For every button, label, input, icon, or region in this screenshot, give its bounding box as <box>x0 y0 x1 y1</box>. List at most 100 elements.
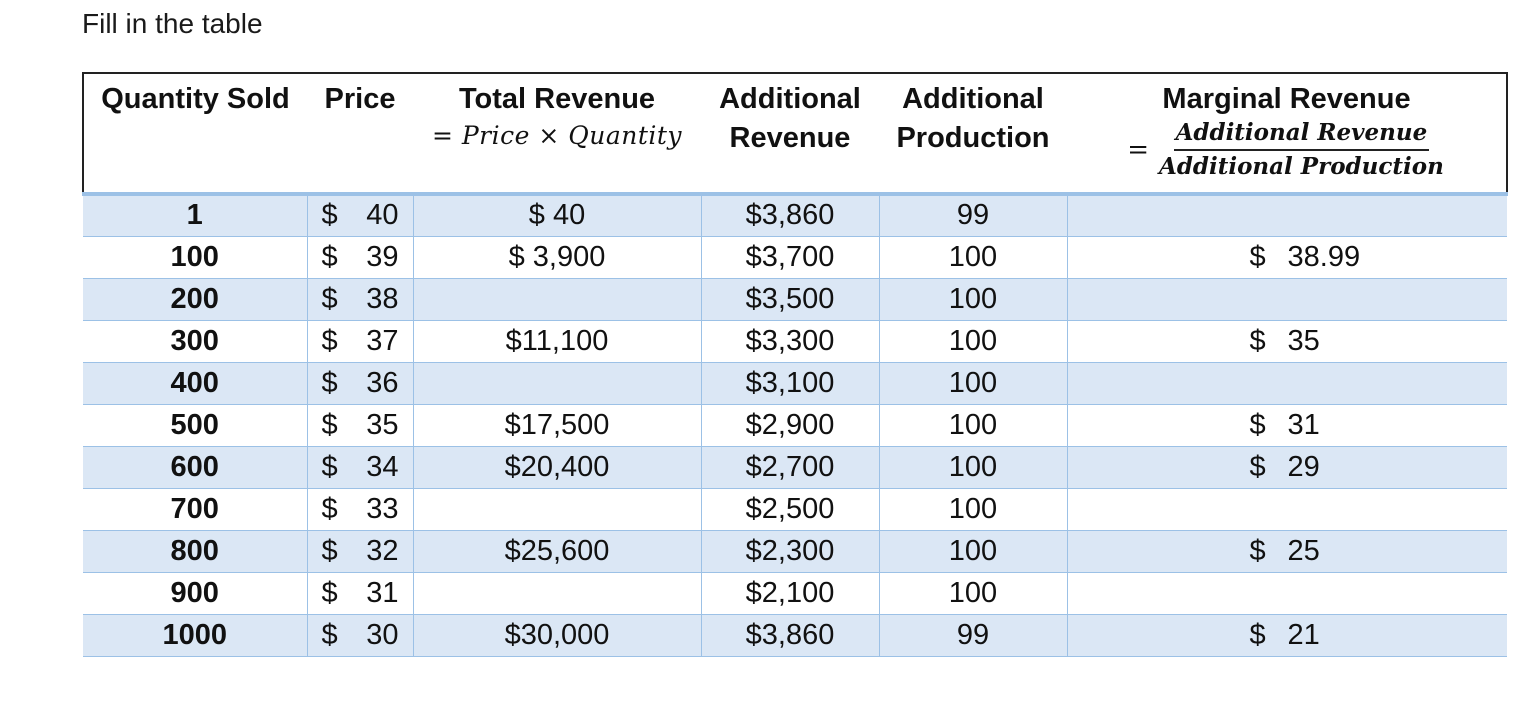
total-revenue-cell[interactable] <box>413 362 702 405</box>
quantity-cell[interactable]: 200 <box>83 278 308 321</box>
price-cell[interactable]: $33 <box>307 488 414 531</box>
table-row: 100 $39 $ 3,900 $3,700 100 $38.99 <box>83 236 1507 279</box>
marginal-revenue-cell[interactable]: $25 <box>1067 530 1507 573</box>
additional-revenue-cell[interactable]: $3,300 <box>701 320 880 363</box>
quantity-cell[interactable]: 700 <box>83 488 308 531</box>
table-row: 1000 $30 $30,000 $3,860 99 $21 <box>83 614 1507 657</box>
header-quantity-sold: Quantity Sold <box>82 72 307 196</box>
header-total-revenue-label: Total Revenue <box>458 83 656 115</box>
additional-production-cell[interactable]: 100 <box>879 488 1068 531</box>
marginal-revenue-formula: = Additional Revenue Additional Producti… <box>1068 117 1505 183</box>
total-revenue-cell[interactable] <box>413 572 702 615</box>
marginal-revenue-cell[interactable] <box>1067 488 1507 531</box>
price-cell[interactable]: $39 <box>307 236 414 279</box>
quantity-cell[interactable]: 100 <box>83 236 308 279</box>
quantity-cell[interactable]: 600 <box>83 446 308 489</box>
price-cell[interactable]: $40 <box>307 194 414 237</box>
total-revenue-cell[interactable]: $ 40 <box>413 194 702 237</box>
marginal-revenue-cell[interactable] <box>1067 278 1507 321</box>
formula-fraction: Additional Revenue Additional Production <box>1157 117 1446 183</box>
header-additional-production-line1: Additional <box>902 83 1044 115</box>
additional-production-cell[interactable]: 100 <box>879 404 1068 447</box>
table-row: 300 $37 $11,100 $3,300 100 $35 <box>83 320 1507 363</box>
marginal-revenue-cell[interactable]: $29 <box>1067 446 1507 489</box>
additional-production-cell[interactable]: 99 <box>879 194 1068 237</box>
additional-revenue-cell[interactable]: $2,500 <box>701 488 880 531</box>
table-row: 600 $34 $20,400 $2,700 100 $29 <box>83 446 1507 489</box>
mr-dollar-sign: $ <box>1249 450 1266 483</box>
additional-production-cell[interactable]: 100 <box>879 572 1068 615</box>
total-revenue-cell[interactable] <box>413 278 702 321</box>
header-additional-revenue: Additional Revenue <box>701 72 879 196</box>
total-revenue-cell[interactable]: $20,400 <box>413 446 702 489</box>
mr-value: 25 <box>1287 534 1320 567</box>
additional-production-cell[interactable]: 100 <box>879 362 1068 405</box>
price-cell[interactable]: $35 <box>307 404 414 447</box>
mr-value: 21 <box>1287 618 1320 651</box>
additional-revenue-cell[interactable]: $3,500 <box>701 278 880 321</box>
quantity-cell[interactable]: 500 <box>83 404 308 447</box>
quantity-cell[interactable]: 1000 <box>83 614 308 657</box>
mr-dollar-sign: $ <box>1249 408 1266 441</box>
price-cell[interactable]: $30 <box>307 614 414 657</box>
additional-revenue-cell[interactable]: $2,300 <box>701 530 880 573</box>
header-quantity-label: Quantity Sold <box>101 83 290 115</box>
mr-dollar-sign: $ <box>1249 324 1266 357</box>
marginal-revenue-cell[interactable]: $31 <box>1067 404 1507 447</box>
price-cell[interactable]: $34 <box>307 446 414 489</box>
additional-production-cell[interactable]: 100 <box>879 446 1068 489</box>
total-revenue-cell[interactable]: $17,500 <box>413 404 702 447</box>
price-dollar-sign: $ <box>321 408 338 441</box>
price-cell[interactable]: $32 <box>307 530 414 573</box>
quantity-cell[interactable]: 800 <box>83 530 308 573</box>
price-cell[interactable]: $31 <box>307 572 414 615</box>
header-marginal-revenue-label: Marginal Revenue <box>1162 83 1411 115</box>
additional-revenue-cell[interactable]: $2,900 <box>701 404 880 447</box>
price-cell[interactable]: $37 <box>307 320 414 363</box>
additional-production-cell[interactable]: 99 <box>879 614 1068 657</box>
header-price-label: Price <box>324 83 396 115</box>
total-revenue-cell[interactable]: $11,100 <box>413 320 702 363</box>
additional-revenue-cell[interactable]: $2,100 <box>701 572 880 615</box>
header-price: Price <box>307 72 413 196</box>
marginal-revenue-cell[interactable]: $35 <box>1067 320 1507 363</box>
mr-dollar-sign: $ <box>1249 240 1266 273</box>
additional-production-cell[interactable]: 100 <box>879 236 1068 279</box>
quantity-cell[interactable]: 1 <box>83 194 308 237</box>
additional-revenue-cell[interactable]: $3,860 <box>701 194 880 237</box>
price-dollar-sign: $ <box>321 576 338 609</box>
quantity-cell[interactable]: 900 <box>83 572 308 615</box>
marginal-revenue-cell[interactable] <box>1067 362 1507 405</box>
price-cell[interactable]: $36 <box>307 362 414 405</box>
quantity-cell[interactable]: 300 <box>83 320 308 363</box>
header-marginal-revenue: Marginal Revenue = Additional Revenue Ad… <box>1067 72 1508 196</box>
additional-production-cell[interactable]: 100 <box>879 320 1068 363</box>
table-row: 800 $32 $25,600 $2,300 100 $25 <box>83 530 1507 573</box>
additional-revenue-cell[interactable]: $3,100 <box>701 362 880 405</box>
marginal-revenue-cell[interactable]: $38.99 <box>1067 236 1507 279</box>
table-row: 500 $35 $17,500 $2,900 100 $31 <box>83 404 1507 447</box>
price-dollar-sign: $ <box>321 240 338 273</box>
additional-production-cell[interactable]: 100 <box>879 278 1068 321</box>
additional-revenue-cell[interactable]: $2,700 <box>701 446 880 489</box>
table-row: 700 $33 $2,500 100 <box>83 488 1507 531</box>
price-cell[interactable]: $38 <box>307 278 414 321</box>
header-total-revenue: Total Revenue = Price × Quantity <box>413 72 701 196</box>
additional-revenue-cell[interactable]: $3,860 <box>701 614 880 657</box>
marginal-revenue-cell[interactable] <box>1067 572 1507 615</box>
additional-revenue-cell[interactable]: $3,700 <box>701 236 880 279</box>
marginal-revenue-cell[interactable] <box>1067 194 1507 237</box>
header-additional-production: Additional Production <box>879 72 1067 196</box>
total-revenue-cell[interactable] <box>413 488 702 531</box>
marginal-revenue-cell[interactable]: $21 <box>1067 614 1507 657</box>
price-value: 34 <box>366 450 399 483</box>
quantity-cell[interactable]: 400 <box>83 362 308 405</box>
total-revenue-cell[interactable]: $ 3,900 <box>413 236 702 279</box>
price-value: 33 <box>366 492 399 525</box>
total-revenue-cell[interactable]: $25,600 <box>413 530 702 573</box>
total-revenue-cell[interactable]: $30,000 <box>413 614 702 657</box>
table-row: 900 $31 $2,100 100 <box>83 572 1507 615</box>
mr-value: 35 <box>1287 324 1320 357</box>
price-dollar-sign: $ <box>321 282 338 315</box>
additional-production-cell[interactable]: 100 <box>879 530 1068 573</box>
